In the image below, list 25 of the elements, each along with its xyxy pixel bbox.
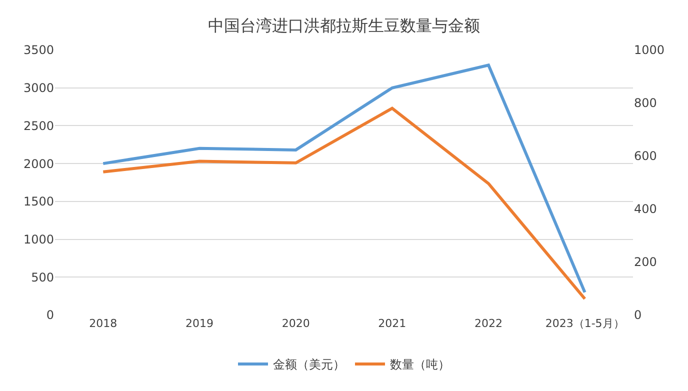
chart-title: 中国台湾进口洪都拉斯生豆数量与金额 xyxy=(208,16,480,35)
x-tick-label: 2018 xyxy=(89,317,118,330)
y-tick-label: 2000 xyxy=(23,156,54,171)
legend-label: 金额（美元） xyxy=(273,358,345,372)
x-tick-label: 2021 xyxy=(378,317,406,330)
y-tick-label: 1500 xyxy=(23,194,54,209)
y2-tick-label: 0 xyxy=(634,308,642,322)
x-tick-label: 2020 xyxy=(282,317,310,330)
y-tick-label: 1000 xyxy=(23,232,54,246)
line-series xyxy=(102,64,586,294)
y-tick-label: 500 xyxy=(31,270,54,284)
y2-tick-label: 1000 xyxy=(634,43,665,58)
y-tick-label: 2500 xyxy=(23,118,54,133)
y-tick-label: 0 xyxy=(46,308,54,322)
x-tick-label: 2019 xyxy=(186,317,214,330)
x-tick-label: 2023（1-5月） xyxy=(545,317,624,330)
line-series xyxy=(102,106,586,300)
x-tick-label: 2022 xyxy=(474,317,502,330)
y2-tick-label: 400 xyxy=(634,202,657,216)
y2-tick-label: 600 xyxy=(634,149,657,164)
y-tick-label: 3500 xyxy=(23,43,54,58)
y2-tick-label: 800 xyxy=(634,96,657,110)
legend-label: 数量（吨） xyxy=(390,358,450,372)
y2-tick-label: 200 xyxy=(634,255,657,270)
y-tick-label: 3000 xyxy=(23,81,54,96)
